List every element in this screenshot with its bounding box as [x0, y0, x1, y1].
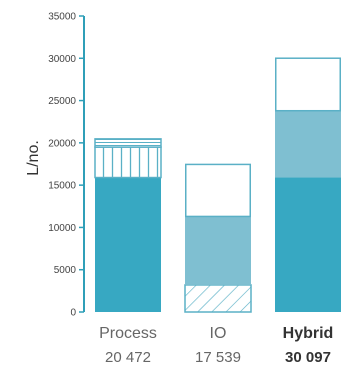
bar-segment: [94, 138, 162, 148]
bar-segment: [95, 177, 161, 312]
category-label: Hybrid: [283, 325, 334, 342]
bar-process: [94, 138, 162, 312]
bar-segment: [185, 163, 251, 218]
category-label: Process: [99, 325, 157, 342]
category-labels: Process 20 472 IO 17 539 Hybrid 30 097: [99, 325, 333, 366]
bar-hybrid: [275, 57, 341, 312]
y-tick-label: 5000: [54, 265, 77, 276]
y-tick-label: 25000: [48, 96, 76, 107]
category-total: 17 539: [195, 349, 241, 366]
bar-segment: [184, 284, 252, 313]
y-axis: 0 5000 10000 15000 20000 25000 30000 35000: [48, 12, 85, 319]
category-total: 20 472: [105, 349, 151, 366]
y-tick-label: 15000: [48, 181, 76, 192]
y-tick-label: 35000: [48, 12, 76, 23]
bar-segment: [275, 110, 341, 178]
y-tick-label: 20000: [48, 138, 76, 149]
category-label: IO: [210, 325, 227, 342]
y-tick-label: 30000: [48, 54, 76, 65]
y-axis-title: L/no.: [25, 140, 42, 176]
y-tick-label: 10000: [48, 223, 76, 234]
bar-segment: [94, 146, 162, 179]
bars: [94, 57, 341, 313]
category-total: 30 097: [285, 349, 331, 366]
bar-io: [184, 163, 252, 313]
bar-segment: [275, 177, 341, 312]
bar-segment: [185, 216, 251, 285]
y-tick-label: 0: [70, 308, 76, 319]
bar-segment: [275, 57, 341, 112]
